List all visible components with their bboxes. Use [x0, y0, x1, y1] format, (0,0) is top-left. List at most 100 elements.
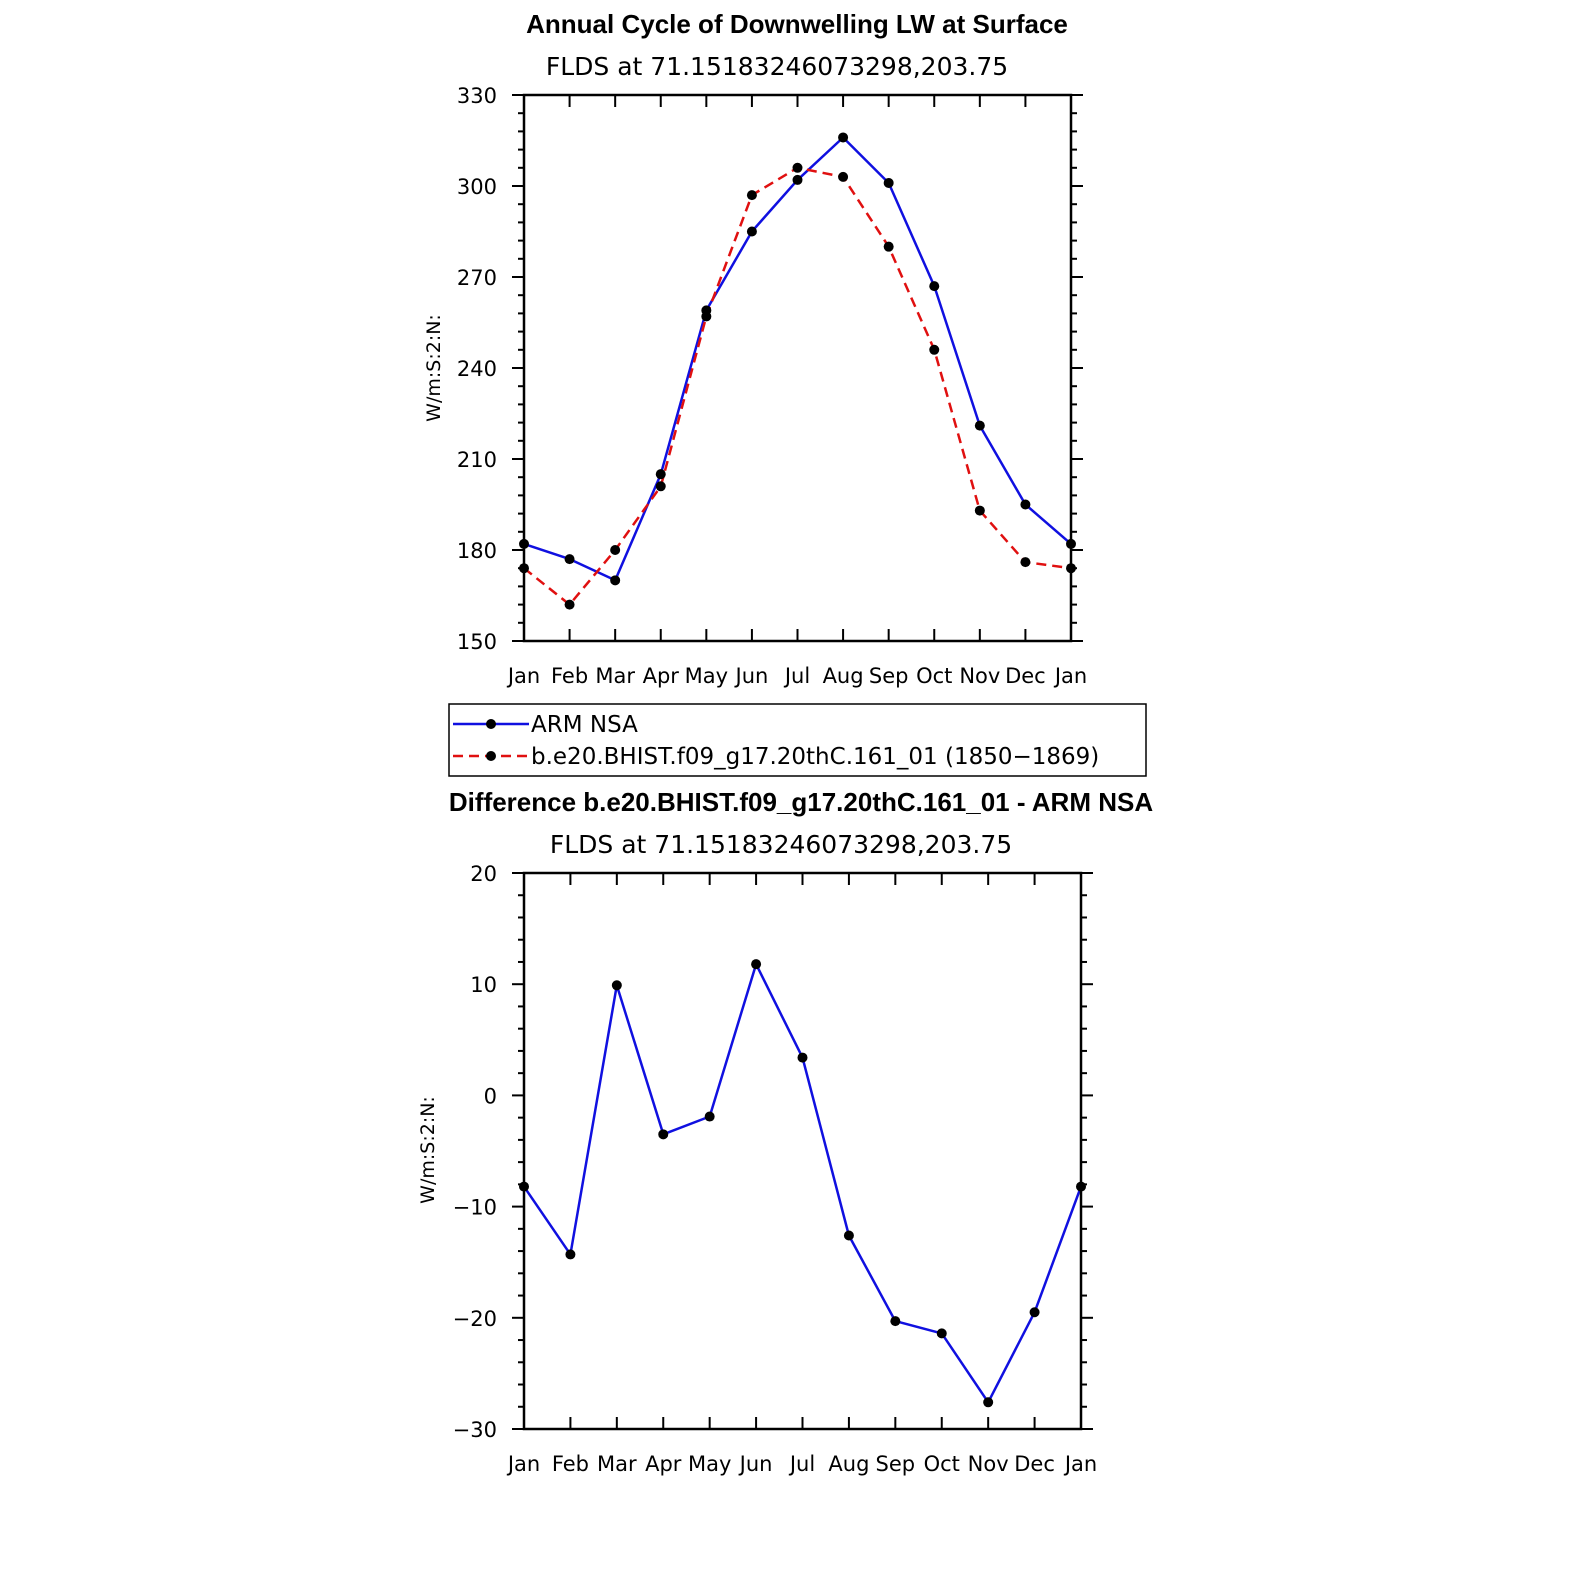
annual-cycle-x-tick-labels: Jan Feb Mar Apr May Jun Jul Aug Sep Oct Nov Dec Jan: [506, 664, 1087, 688]
difference-x-tick-label: Jun: [738, 1452, 773, 1476]
difference-series-line-0: [522, 962, 1083, 1404]
difference-title: Difference b.e20.BHIST.f09_g17.20thC.161…: [449, 787, 1153, 817]
annual-cycle-series-0-point: [974, 420, 985, 431]
annual-cycle-series-0-point: [610, 575, 621, 586]
annual-cycle-y-tick-label: 240: [457, 357, 497, 381]
annual-cycle-x-tick-label: Aug: [823, 664, 864, 688]
legend: ARM NSA b.e20.BHIST.f09_g17.20thC.161_01…: [448, 703, 1147, 777]
difference-y-tick-label: −20: [453, 1307, 497, 1331]
legend-entry-arm-nsa: ARM NSA: [453, 712, 638, 738]
annual-cycle-series-1-point: [1020, 557, 1031, 568]
annual-cycle-series-1-point: [838, 171, 849, 182]
annual-cycle-y-tick-label: 180: [457, 539, 497, 563]
annual-cycle-series-1-point: [883, 241, 894, 252]
annual-cycle-series-1-point: [610, 545, 621, 555]
annual-cycle-series-1-point: [974, 505, 985, 516]
annual-cycle-series-1-point: [701, 311, 712, 322]
difference-series-0-point: [704, 1111, 715, 1122]
legend-label-model: b.e20.BHIST.f09_g17.20thC.161_01 (1850−1…: [531, 744, 1099, 770]
annual-cycle-x-tick-label: Oct: [916, 664, 952, 688]
difference-x-tick-label: Dec: [1014, 1452, 1055, 1476]
annual-cycle-y-tick-label: 150: [457, 630, 497, 654]
legend-entry-model: b.e20.BHIST.f09_g17.20thC.161_01 (1850−1…: [453, 744, 1099, 770]
difference-subtitle: FLDS at 71.15183246073298,203.75: [550, 830, 1012, 859]
annual-cycle-x-tick-label: Nov: [959, 664, 1000, 688]
annual-cycle-series-0-point: [792, 174, 803, 185]
difference-y-tick-label: −10: [453, 1196, 497, 1220]
difference-plot-frame: [522, 871, 1083, 1431]
legend-label-arm-nsa: ARM NSA: [531, 712, 638, 738]
annual-cycle-x-tick-label: Mar: [595, 664, 635, 688]
annual-cycle-series-0-point: [838, 132, 849, 143]
annual-cycle-y-tick-label: 270: [457, 266, 497, 290]
annual-cycle-plot-frame: [522, 93, 1073, 643]
annual-cycle-y-tick-label: 210: [457, 448, 497, 472]
annual-cycle-series-0-point: [1020, 499, 1031, 510]
annual-cycle-x-tick-label: Jan: [506, 664, 540, 688]
annual-cycle-ylabel: W/m:S:2:N:: [423, 314, 445, 422]
difference-x-tick-label: Oct: [924, 1452, 960, 1476]
annual-cycle-series-1-point: [929, 344, 940, 355]
difference-y-tick-label: 20: [470, 862, 497, 886]
difference-series-0-point: [611, 980, 622, 991]
annual-cycle-x-tick-label: Jan: [1053, 664, 1087, 688]
legend-box: [448, 703, 1147, 777]
annual-cycle-x-tick-label: Feb: [551, 664, 588, 688]
difference-series-0-point: [1029, 1307, 1040, 1318]
difference-x-tick-label: May: [688, 1452, 731, 1476]
annual-cycle-x-tick-label: May: [685, 664, 728, 688]
annual-cycle-series-0-point: [655, 469, 666, 480]
annual-cycle-series-1-point: [655, 481, 666, 492]
annual-cycle-title: Annual Cycle of Downwelling LW at Surfac…: [526, 9, 1068, 39]
annual-cycle-panel: Annual Cycle of Downwelling LW at Surfac…: [423, 9, 1087, 688]
difference-ylabel: W/m:S:2:N:: [417, 1096, 439, 1204]
difference-x-tick-label: Jan: [1063, 1452, 1097, 1476]
difference-series-0-point: [751, 959, 762, 970]
annual-cycle-series-line-0: [523, 136, 1072, 582]
annual-cycle-y-tick-labels: 150 180 210 240 270 300 330: [457, 84, 497, 654]
difference-series-0-point: [936, 1328, 947, 1339]
annual-cycle-subtitle: FLDS at 71.15183246073298,203.75: [546, 52, 1008, 81]
difference-series-0-point: [843, 1230, 854, 1241]
difference-series-0-point: [565, 1249, 576, 1260]
annual-cycle-series-0-point: [746, 226, 757, 237]
annual-cycle-series-1-point: [746, 190, 757, 201]
difference-series-0-point: [658, 1129, 669, 1140]
difference-x-tick-label: Nov: [968, 1452, 1009, 1476]
difference-y-tick-label: 0: [484, 1084, 497, 1108]
difference-y-tick-label: −30: [453, 1418, 497, 1442]
difference-y-tick-label: 10: [470, 973, 497, 997]
annual-cycle-x-tick-label: Apr: [643, 664, 680, 688]
legend-marker-model: [486, 751, 496, 761]
annual-cycle-series-0-point: [564, 554, 575, 565]
difference-x-tick-label: Sep: [876, 1452, 916, 1476]
difference-series: [519, 959, 1086, 1408]
annual-cycle-series: [519, 132, 1076, 610]
annual-cycle-x-tick-label: Jun: [734, 664, 769, 688]
annual-cycle-x-tick-label: Dec: [1005, 664, 1046, 688]
difference-x-tick-label: Feb: [552, 1452, 589, 1476]
difference-x-tick-label: Mar: [597, 1452, 637, 1476]
annual-cycle-series-1-point: [564, 599, 575, 610]
annual-cycle-series-line-1: [523, 166, 1072, 606]
annual-cycle-y-tick-label: 330: [457, 84, 497, 108]
annual-cycle-x-tick-label: Jul: [783, 664, 810, 688]
difference-series-0-point: [890, 1316, 901, 1327]
difference-ticks: [512, 872, 1093, 1430]
annual-cycle-series-0-point: [929, 281, 940, 292]
difference-x-tick-label: Jan: [506, 1452, 540, 1476]
difference-series-0-point: [797, 1052, 808, 1063]
difference-x-tick-label: Jul: [788, 1452, 815, 1476]
annual-cycle-series-0-point: [883, 177, 894, 188]
annual-cycle-y-tick-label: 300: [457, 175, 497, 199]
difference-panel: Difference b.e20.BHIST.f09_g17.20thC.161…: [417, 787, 1153, 1476]
annual-cycle-x-tick-label: Sep: [869, 664, 909, 688]
annual-cycle-series-1-point: [792, 162, 803, 173]
difference-series-0-point: [983, 1397, 994, 1408]
legend-marker-arm-nsa: [486, 719, 496, 729]
difference-y-tick-labels: −30 −20 −10 0 10 20: [453, 862, 497, 1442]
difference-x-tick-label: Apr: [645, 1452, 682, 1476]
difference-x-tick-labels: Jan Feb Mar Apr May Jun Jul Aug Sep Oct Nov Dec Jan: [506, 1452, 1097, 1476]
difference-x-tick-label: Aug: [828, 1452, 869, 1476]
